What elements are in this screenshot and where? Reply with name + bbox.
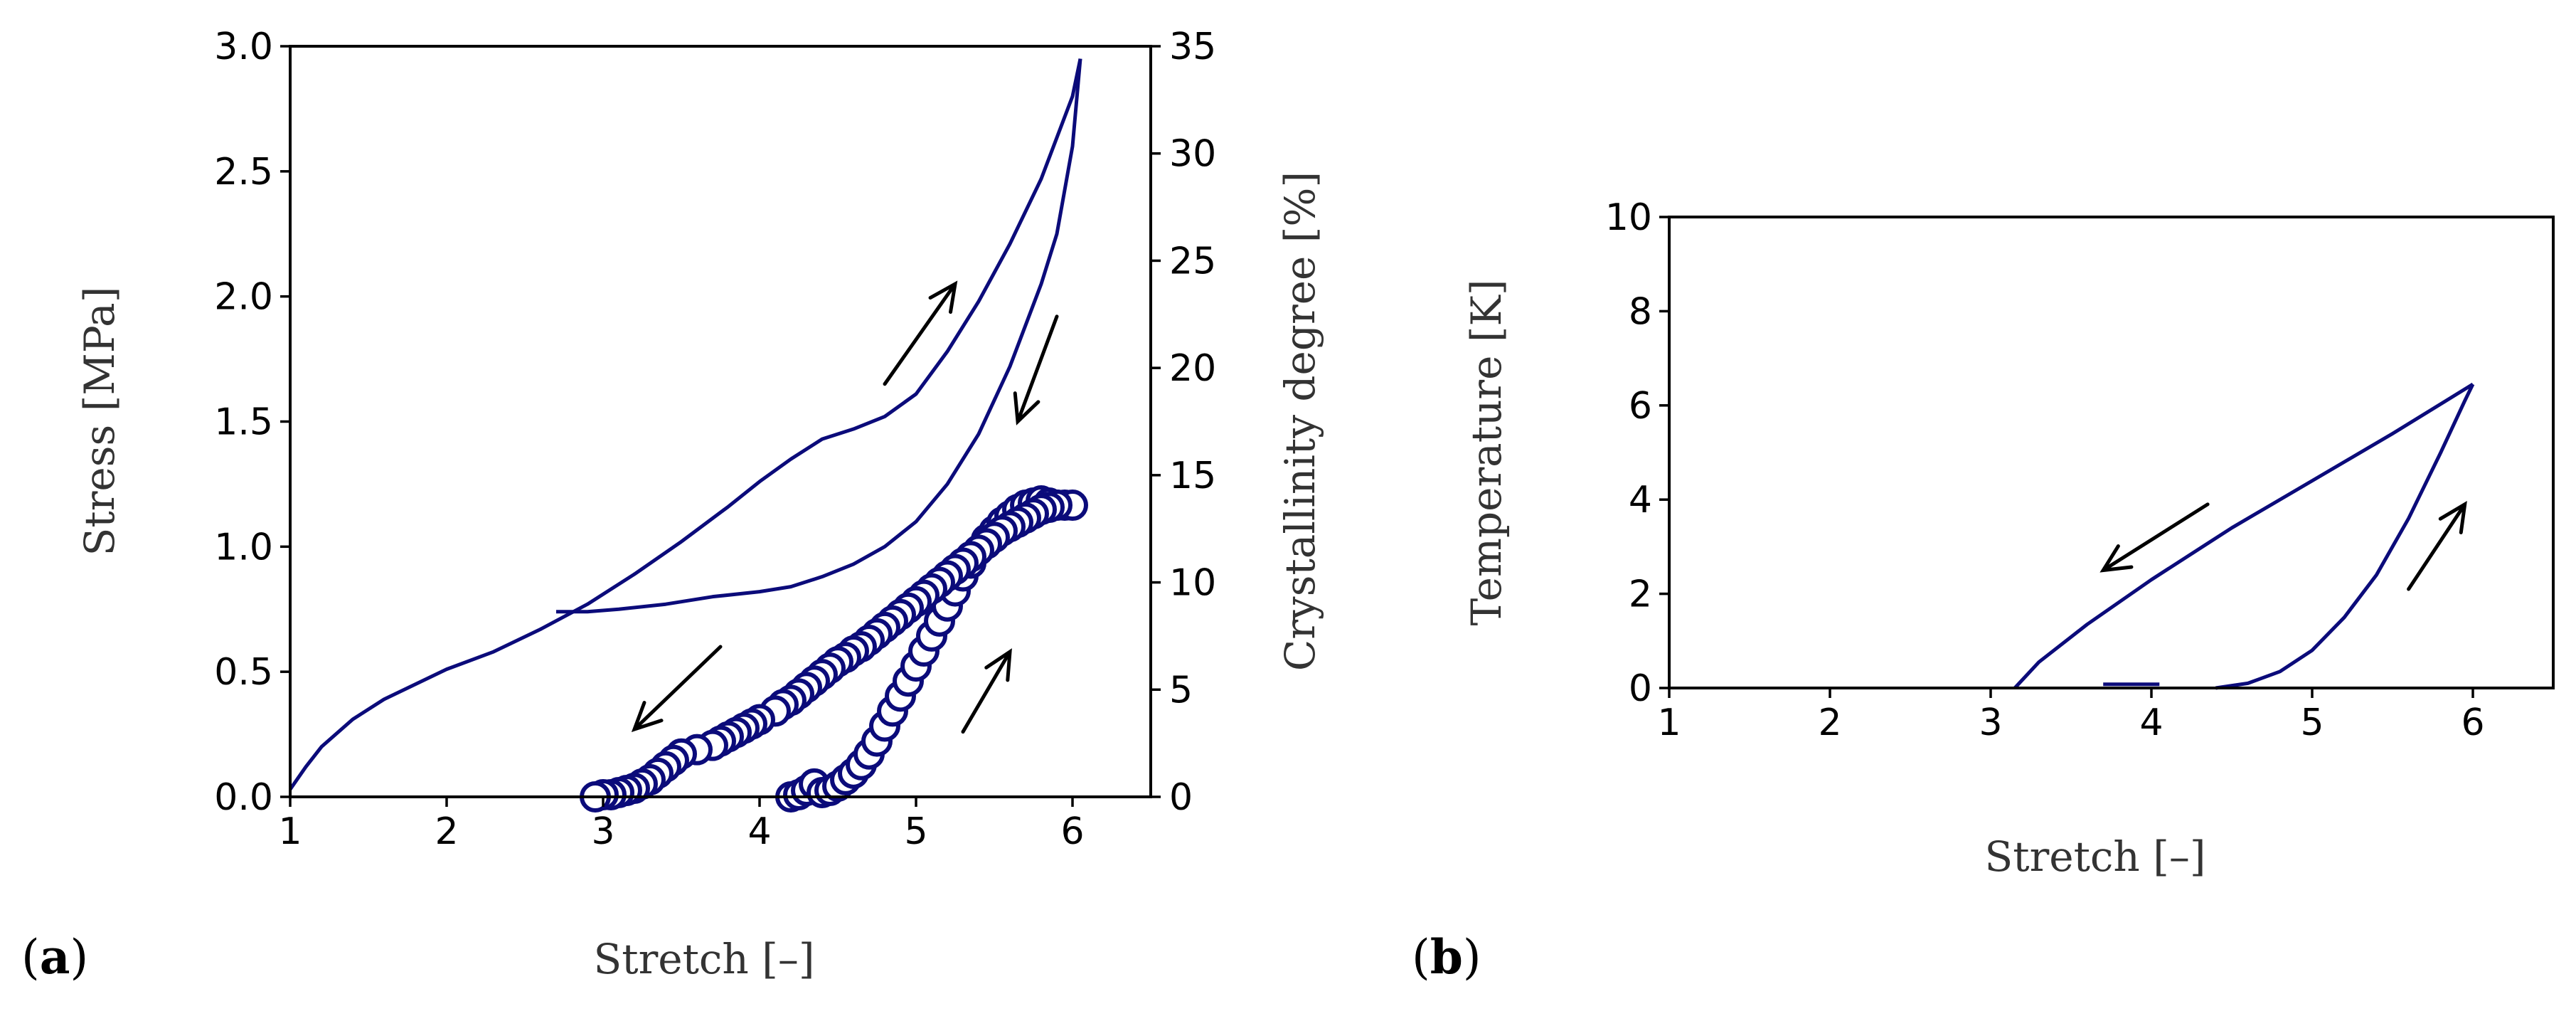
y2-tick-label: 25 xyxy=(1169,240,1216,282)
panel-a-label: (a) xyxy=(21,929,88,985)
y-tick-label: 0.5 xyxy=(214,651,273,694)
y-tick-label: 3.0 xyxy=(214,26,273,68)
panel-a-x-axis-label: Stretch [–] xyxy=(594,935,815,983)
direction-arrow-0 xyxy=(883,280,958,386)
panel-b-x-axis-label: Stretch [–] xyxy=(1985,832,2206,881)
x-tick-label: 1 xyxy=(278,810,302,853)
panel-a-y-axis-label: Stress [MPa] xyxy=(75,287,124,556)
y-tick-label: 10 xyxy=(1605,196,1652,239)
x-tick-label: 5 xyxy=(2300,702,2324,744)
y2-tick-label: 5 xyxy=(1169,669,1193,711)
panel-b-y-axis-label: Temperature [K] xyxy=(1462,280,1511,626)
y-tick-label: 4 xyxy=(1629,479,1652,522)
y-tick-label: 8 xyxy=(1629,290,1652,333)
temperature-loading-line xyxy=(2215,383,2475,690)
y-tick-label: 0.0 xyxy=(214,776,273,819)
x-tick-label: 4 xyxy=(2139,702,2163,744)
x-tick-label: 6 xyxy=(2461,702,2484,744)
x-tick-label: 3 xyxy=(1979,702,2002,744)
x-tick-label: 1 xyxy=(1657,702,1681,744)
temperature-unloading-line xyxy=(2013,382,2474,689)
y2-tick-label: 15 xyxy=(1169,455,1216,497)
panel-b-chart: 1 2 3 4 5 6 0 2 4 6 8 10 Temperature [K] Stretch [–… xyxy=(1412,196,2555,985)
y2-tick-label: 30 xyxy=(1169,133,1216,176)
panel-b-plot-frame xyxy=(1668,216,2555,689)
y-tick-label: 0 xyxy=(1629,667,1652,710)
panel-a-chart: 1 2 3 4 5 6 0.0 0.5 1.0 1.5 2.0 2.5 3.0 0 5 10 15 20 25 30 3… xyxy=(21,26,1324,985)
direction-arrow-3 xyxy=(961,648,1012,734)
panel-a-letter: a xyxy=(40,929,70,985)
y-tick-label: 2 xyxy=(1629,573,1652,616)
y-tick-label: 2.5 xyxy=(214,151,273,194)
x-tick-label: 2 xyxy=(435,810,458,853)
panel-b-letter: b xyxy=(1430,929,1463,985)
panel-b-label: (b) xyxy=(1412,929,1481,985)
y2-tick-label: 10 xyxy=(1169,562,1216,605)
y2-tick-label: 20 xyxy=(1169,347,1216,390)
direction-arrow-2 xyxy=(631,645,723,733)
stress-loading-line xyxy=(288,58,1082,790)
y-tick-label: 2.0 xyxy=(214,276,273,319)
y-tick-label: 1.0 xyxy=(214,526,273,568)
y-tick-label: 6 xyxy=(1629,385,1652,428)
y2-tick-label: 0 xyxy=(1169,776,1193,819)
x-tick-label: 2 xyxy=(1818,702,1841,744)
y-tick-label: 1.5 xyxy=(214,401,273,444)
direction-arrow-1 xyxy=(2407,501,2467,591)
x-tick-label: 4 xyxy=(747,810,771,853)
stress-unloading-line xyxy=(556,58,1082,614)
direction-arrow-1 xyxy=(1013,314,1059,425)
x-tick-label: 3 xyxy=(591,810,614,853)
y2-tick-label: 35 xyxy=(1169,26,1216,68)
direction-arrow-0 xyxy=(2099,502,2210,573)
x-tick-label: 5 xyxy=(904,810,927,853)
x-tick-label: 6 xyxy=(1060,810,1084,853)
panel-a-y2-axis-label: Crystallinity degree [%] xyxy=(1276,171,1324,671)
